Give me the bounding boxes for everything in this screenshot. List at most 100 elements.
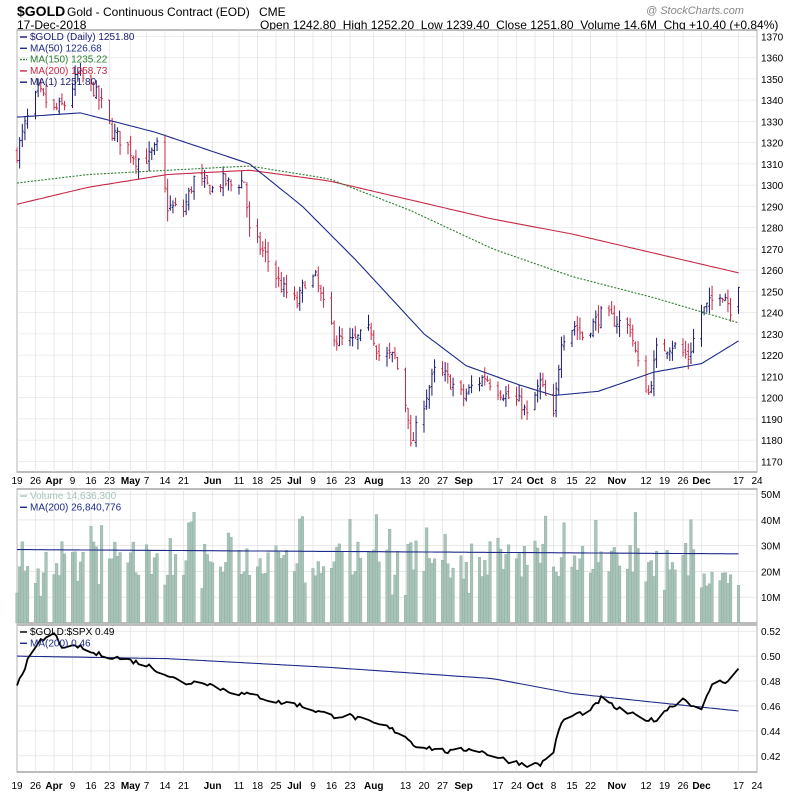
volume-bar xyxy=(356,541,360,624)
volume-bar xyxy=(485,574,489,624)
volume-y-tick-label: 30M xyxy=(761,542,780,553)
volume-bar xyxy=(414,540,418,624)
volume-bar xyxy=(113,541,117,624)
volume-bar xyxy=(462,578,466,624)
volume-bar xyxy=(166,574,170,624)
x-tick-label: 25 xyxy=(270,476,282,487)
volume-bar xyxy=(440,559,445,624)
ratio-y-tick-label: 0.44 xyxy=(761,727,781,738)
ma150-line xyxy=(16,165,739,324)
volume-bar xyxy=(285,550,289,624)
x-tick-label: 24 xyxy=(511,476,523,487)
x-tick-label: Nov xyxy=(607,476,626,487)
volume-bar xyxy=(662,589,667,624)
x-tick-label: 19 xyxy=(11,476,23,487)
volume-y-tick-label: 20M xyxy=(761,567,780,578)
price-y-tick-label: 1270 xyxy=(761,245,784,256)
volume-bar xyxy=(33,582,38,624)
volume-bar xyxy=(721,572,725,624)
volume-bar xyxy=(673,569,677,624)
legend-label: MA(200) 0.46 xyxy=(30,638,91,649)
x-tick-label: 13 xyxy=(400,476,412,487)
volume-bar xyxy=(337,543,341,624)
x-tick-label: 17 xyxy=(733,476,745,487)
volume-bar xyxy=(229,536,233,624)
x-tick-label: 22 xyxy=(585,476,597,487)
volume-bar xyxy=(60,541,64,624)
volume-bar xyxy=(578,558,582,624)
x-tick-label: 22 xyxy=(585,781,597,792)
volume-y-tick-label: 50M xyxy=(761,490,780,501)
x-tick-label: 26 xyxy=(677,476,689,487)
legend-label: Volume 14,636,300 xyxy=(30,491,117,502)
volume-bar xyxy=(44,551,48,624)
volume-bar xyxy=(76,580,80,624)
x-tick-label: Jul xyxy=(287,781,302,792)
volume-bar xyxy=(348,519,352,624)
x-tick-label: Oct xyxy=(527,476,544,487)
volume-bar xyxy=(522,546,526,624)
volume-bar xyxy=(427,558,431,624)
volume-bar xyxy=(729,574,733,624)
ratio-y-tick-label: 0.46 xyxy=(761,702,781,713)
x-tick-label: Aug xyxy=(364,781,383,792)
price-y-tick-label: 1300 xyxy=(761,181,784,192)
volume-bar xyxy=(499,548,503,624)
x-tick-label: 27 xyxy=(437,781,449,792)
volume-bar xyxy=(171,575,175,624)
volume-bar xyxy=(208,561,212,624)
x-tick-label: 18 xyxy=(252,476,264,487)
volume-bar xyxy=(377,561,381,624)
x-tick-label: Dec xyxy=(692,781,711,792)
volume-bar xyxy=(610,550,614,624)
x-tick-label: 9 xyxy=(70,476,76,487)
volume-bar xyxy=(684,543,688,624)
volume-bar xyxy=(168,538,172,624)
volume-bar xyxy=(295,563,299,624)
price-y-tick-label: 1330 xyxy=(761,117,784,128)
volume-bar xyxy=(467,593,471,624)
volume-bar xyxy=(322,566,326,624)
volume-panel: 10M 20M 30M 40M 50M Volume 14,636,300MA(200)… xyxy=(15,488,780,624)
volume-bar xyxy=(155,553,159,624)
volume-bar xyxy=(705,585,709,624)
x-tick-label: Oct xyxy=(527,781,544,792)
volume-bar xyxy=(55,563,59,624)
price-y-tick-label: 1230 xyxy=(761,330,784,341)
price-plot-frame xyxy=(16,29,758,473)
volume-bar xyxy=(726,583,730,624)
volume-bar xyxy=(359,557,363,624)
ratio-y-tick-label: 0.48 xyxy=(761,677,781,688)
x-tick-label: 23 xyxy=(104,476,116,487)
x-tick-label: 15 xyxy=(566,476,578,487)
x-tick-label: 24 xyxy=(751,781,763,792)
legend-label: MA(200) 1258.73 xyxy=(30,66,108,77)
x-tick-label: 17 xyxy=(492,781,504,792)
price-y-tick-label: 1280 xyxy=(761,224,784,235)
price-panel: 1170118011901200121012201230124012501260… xyxy=(11,29,784,487)
volume-bar xyxy=(248,575,252,624)
ratio-y-tick-label: 0.42 xyxy=(761,752,781,763)
volume-bar xyxy=(266,552,270,624)
volume-bar xyxy=(388,529,392,624)
volume-bar xyxy=(319,572,323,624)
x-tick-label: 24 xyxy=(511,781,523,792)
price-y-tick-label: 1320 xyxy=(761,139,784,150)
volume-bar xyxy=(329,568,334,624)
volume-bar xyxy=(221,571,225,624)
x-tick-label: Apr xyxy=(45,476,62,487)
price-y-tick-label: 1260 xyxy=(761,266,784,277)
volume-bar xyxy=(36,568,40,624)
price-y-tick-label: 1200 xyxy=(761,394,784,405)
x-tick-label: 15 xyxy=(566,781,578,792)
volume-bar xyxy=(258,558,262,624)
price-y-tick-label: 1240 xyxy=(761,309,784,320)
volume-bar xyxy=(385,549,389,624)
volume-bar xyxy=(353,571,357,624)
x-tick-label: 26 xyxy=(30,781,42,792)
x-tick-label: 9 xyxy=(70,781,76,792)
volume-bar xyxy=(446,563,450,624)
volume-bar xyxy=(41,572,45,624)
stockcharts-watermark: @ StockCharts.com xyxy=(646,5,744,17)
volume-bar xyxy=(282,555,286,624)
